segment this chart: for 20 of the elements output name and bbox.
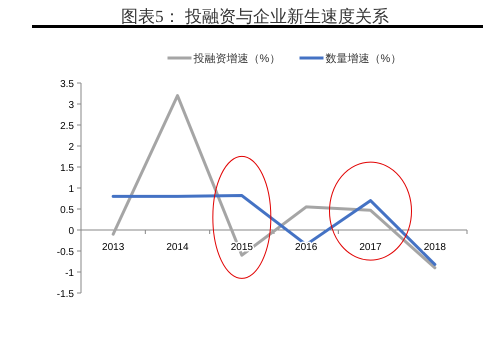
x-tick-label: 2014	[166, 242, 190, 253]
legend-label: 投融资增速（%）	[192, 52, 280, 65]
x-tick-label: 2018	[424, 242, 446, 253]
x-tick-label: 2013	[102, 242, 125, 253]
y-tick-label: 2.5	[60, 121, 74, 132]
y-tick-label: 0	[68, 226, 74, 237]
x-tick-label: 2016	[295, 242, 318, 253]
y-tick-label: 1	[68, 184, 74, 195]
y-tick-label: -1	[65, 268, 74, 279]
y-tick-label: -0.5	[56, 247, 74, 258]
y-tick-label: -1.5	[56, 289, 74, 300]
x-tick-label: 2015	[230, 242, 254, 253]
y-tick-label: 3.5	[60, 79, 74, 90]
y-tick-label: 2	[68, 142, 74, 153]
y-tick-label: 3	[68, 100, 74, 111]
legend-label: 数量增速（%）	[326, 52, 402, 65]
y-tick-label: 0.5	[60, 205, 74, 216]
x-tick-label: 2017	[359, 242, 382, 253]
chart-title: 图表5： 投融资与企业新生速度关系	[121, 7, 389, 26]
y-tick-label: 1.5	[60, 163, 74, 174]
